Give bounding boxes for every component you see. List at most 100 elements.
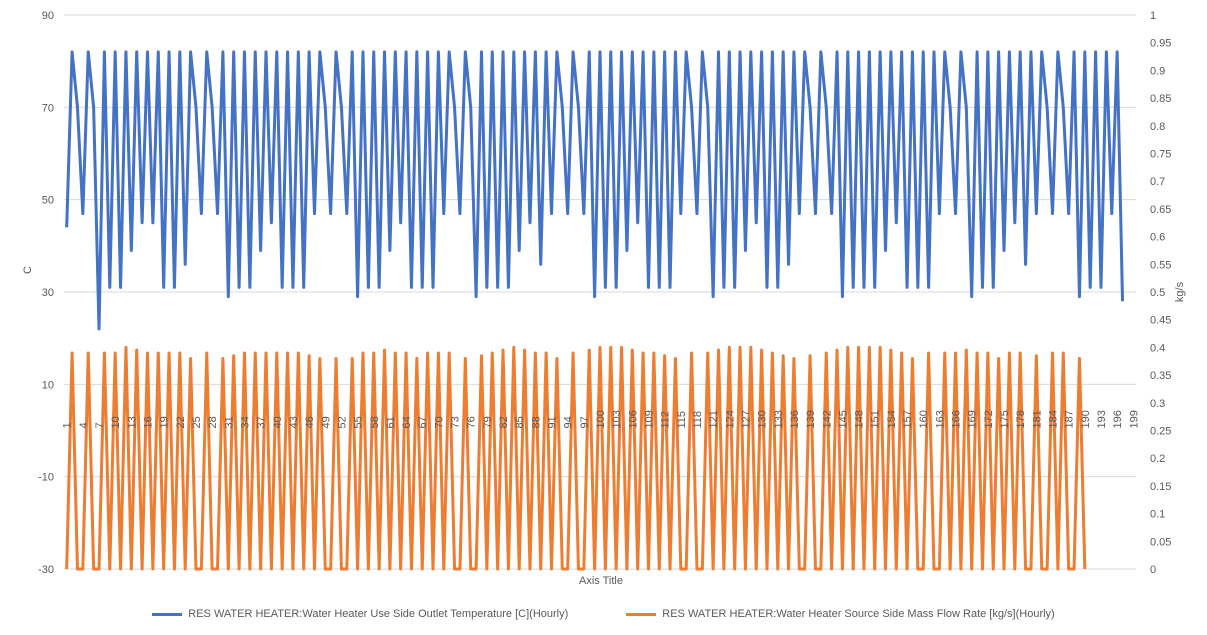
x-tick-label: 58 — [369, 416, 381, 428]
x-tick-label: 115 — [676, 411, 688, 429]
right-tick-label: 0.55 — [1150, 259, 1171, 271]
series-lines — [65, 50, 1125, 571]
right-tick-label: 0.3 — [1150, 398, 1165, 410]
x-tick-label: 25 — [191, 416, 203, 428]
legend-label-mass-flow: RES WATER HEATER:Water Heater Source Sid… — [662, 608, 1055, 620]
x-tick-label: 52 — [336, 416, 348, 428]
x-tick-label: 151 — [870, 410, 882, 428]
x-tick-label: 55 — [353, 416, 365, 428]
legend-item-temperature: RES WATER HEATER:Water Heater Use Side O… — [152, 603, 568, 625]
x-tick-label: 13 — [126, 416, 138, 428]
legend-item-mass-flow: RES WATER HEATER:Water Heater Source Sid… — [626, 603, 1055, 625]
right-tick-label: 0.2 — [1150, 453, 1165, 465]
left-axis-title: C — [22, 266, 34, 274]
x-tick-label: 28 — [207, 416, 219, 428]
x-tick-label: 106 — [627, 410, 639, 428]
x-tick-label: 100 — [595, 410, 607, 428]
legend-label-temperature: RES WATER HEATER:Water Heater Use Side O… — [188, 608, 569, 620]
x-tick-label: 76 — [466, 416, 478, 428]
right-tick-label: 0.85 — [1150, 93, 1171, 105]
x-tick-label: 193 — [1096, 410, 1108, 428]
left-tick-label: 10 — [42, 379, 54, 391]
x-tick-label: 73 — [450, 416, 462, 428]
x-tick-label: 181 — [1031, 410, 1043, 428]
x-tick-label: 178 — [1015, 410, 1027, 428]
x-tick-label: 196 — [1112, 410, 1124, 428]
right-tick-label: 0.8 — [1150, 121, 1165, 133]
x-tick-label: 175 — [999, 410, 1011, 428]
x-tick-label: 85 — [514, 416, 526, 428]
left-tick-label: -10 — [38, 472, 54, 484]
x-tick-label: 145 — [837, 410, 849, 428]
x-tick-label: 49 — [320, 416, 332, 428]
right-tick-label: 0.1 — [1150, 509, 1165, 521]
right-tick-label: 0.65 — [1150, 204, 1171, 216]
left-tick-label: 70 — [42, 102, 54, 114]
x-tick-label: 10 — [110, 416, 122, 428]
x-tick-label: 37 — [256, 416, 268, 428]
x-tick-label: 124 — [724, 410, 736, 428]
x-tick-label: 46 — [304, 416, 316, 428]
x-tick-label: 133 — [773, 410, 785, 428]
x-tick-label: 91 — [547, 416, 559, 428]
chart-legend: RES WATER HEATER:Water Heater Use Side O… — [0, 603, 1207, 625]
x-tick-label: 121 — [708, 410, 720, 428]
x-tick-label: 97 — [579, 416, 591, 428]
x-tick-label: 7 — [94, 422, 106, 428]
x-axis-title: Axis Title — [579, 575, 623, 587]
x-tick-label: 22 — [175, 416, 187, 428]
left-tick-label: 50 — [42, 195, 54, 207]
x-tick-label: 16 — [143, 416, 155, 428]
x-tick-label: 169 — [967, 410, 979, 428]
legend-swatch-temperature — [152, 612, 183, 616]
x-tick-label: 187 — [1064, 410, 1076, 428]
x-tick-label: 34 — [239, 416, 251, 428]
x-tick-label: 163 — [934, 410, 946, 428]
x-tick-label: 79 — [482, 416, 494, 428]
x-tick-label: 184 — [1048, 410, 1060, 428]
x-tick-label: 64 — [401, 416, 413, 428]
left-tick-label: 30 — [42, 287, 54, 299]
x-tick-label: 109 — [643, 410, 655, 428]
right-tick-label: 0.75 — [1150, 149, 1171, 161]
left-tick-label: -30 — [38, 564, 54, 576]
x-tick-label: 127 — [740, 410, 752, 428]
series-line-temperature — [65, 50, 1125, 331]
x-tick-label: 154 — [886, 410, 898, 428]
right-tick-label: 0.5 — [1150, 287, 1165, 299]
right-tick-label: 0.35 — [1150, 370, 1171, 382]
x-tick-label: 4 — [78, 422, 90, 428]
left-tick-label: 90 — [42, 10, 54, 22]
right-tick-label: 0.05 — [1150, 536, 1171, 548]
x-tick-label: 148 — [854, 410, 866, 428]
x-tick-label: 130 — [757, 410, 769, 428]
right-tick-label: 0.15 — [1150, 481, 1171, 493]
right-tick-label: 0.95 — [1150, 38, 1171, 50]
x-tick-label: 112 — [660, 411, 672, 429]
right-tick-label: 0.25 — [1150, 426, 1171, 438]
x-tick-label: 142 — [821, 410, 833, 428]
right-tick-label: 0.9 — [1150, 65, 1165, 77]
right-tick-label: 0.4 — [1150, 342, 1165, 354]
right-tick-label: 1 — [1150, 10, 1156, 22]
x-tick-label: 1 — [62, 422, 74, 428]
x-tick-label: 190 — [1080, 410, 1092, 428]
x-tick-label: 172 — [983, 410, 995, 428]
x-tick-label: 199 — [1128, 410, 1140, 428]
right-tick-label: 0.7 — [1150, 176, 1165, 188]
x-tick-label: 157 — [902, 410, 914, 428]
right-axis-ticks: 1 0.95 0.9 0.85 0.8 0.75 0.7 0.65 0.6 0.55 0.5 0.45… — [1150, 10, 1171, 576]
right-tick-label: 0 — [1150, 564, 1156, 576]
legend-swatch-mass-flow — [626, 612, 657, 616]
x-tick-label: 67 — [417, 416, 429, 428]
x-tick-label: 94 — [563, 416, 575, 428]
x-tick-label: 103 — [611, 410, 623, 428]
x-tick-label: 82 — [498, 416, 510, 428]
right-axis-title: kg/s — [1174, 281, 1186, 302]
series-line-mass-flow — [65, 345, 1087, 571]
right-tick-label: 0.6 — [1150, 232, 1165, 244]
x-tick-label: 43 — [288, 416, 300, 428]
x-tick-label: 31 — [223, 416, 235, 428]
right-tick-label: 0.45 — [1150, 315, 1171, 327]
